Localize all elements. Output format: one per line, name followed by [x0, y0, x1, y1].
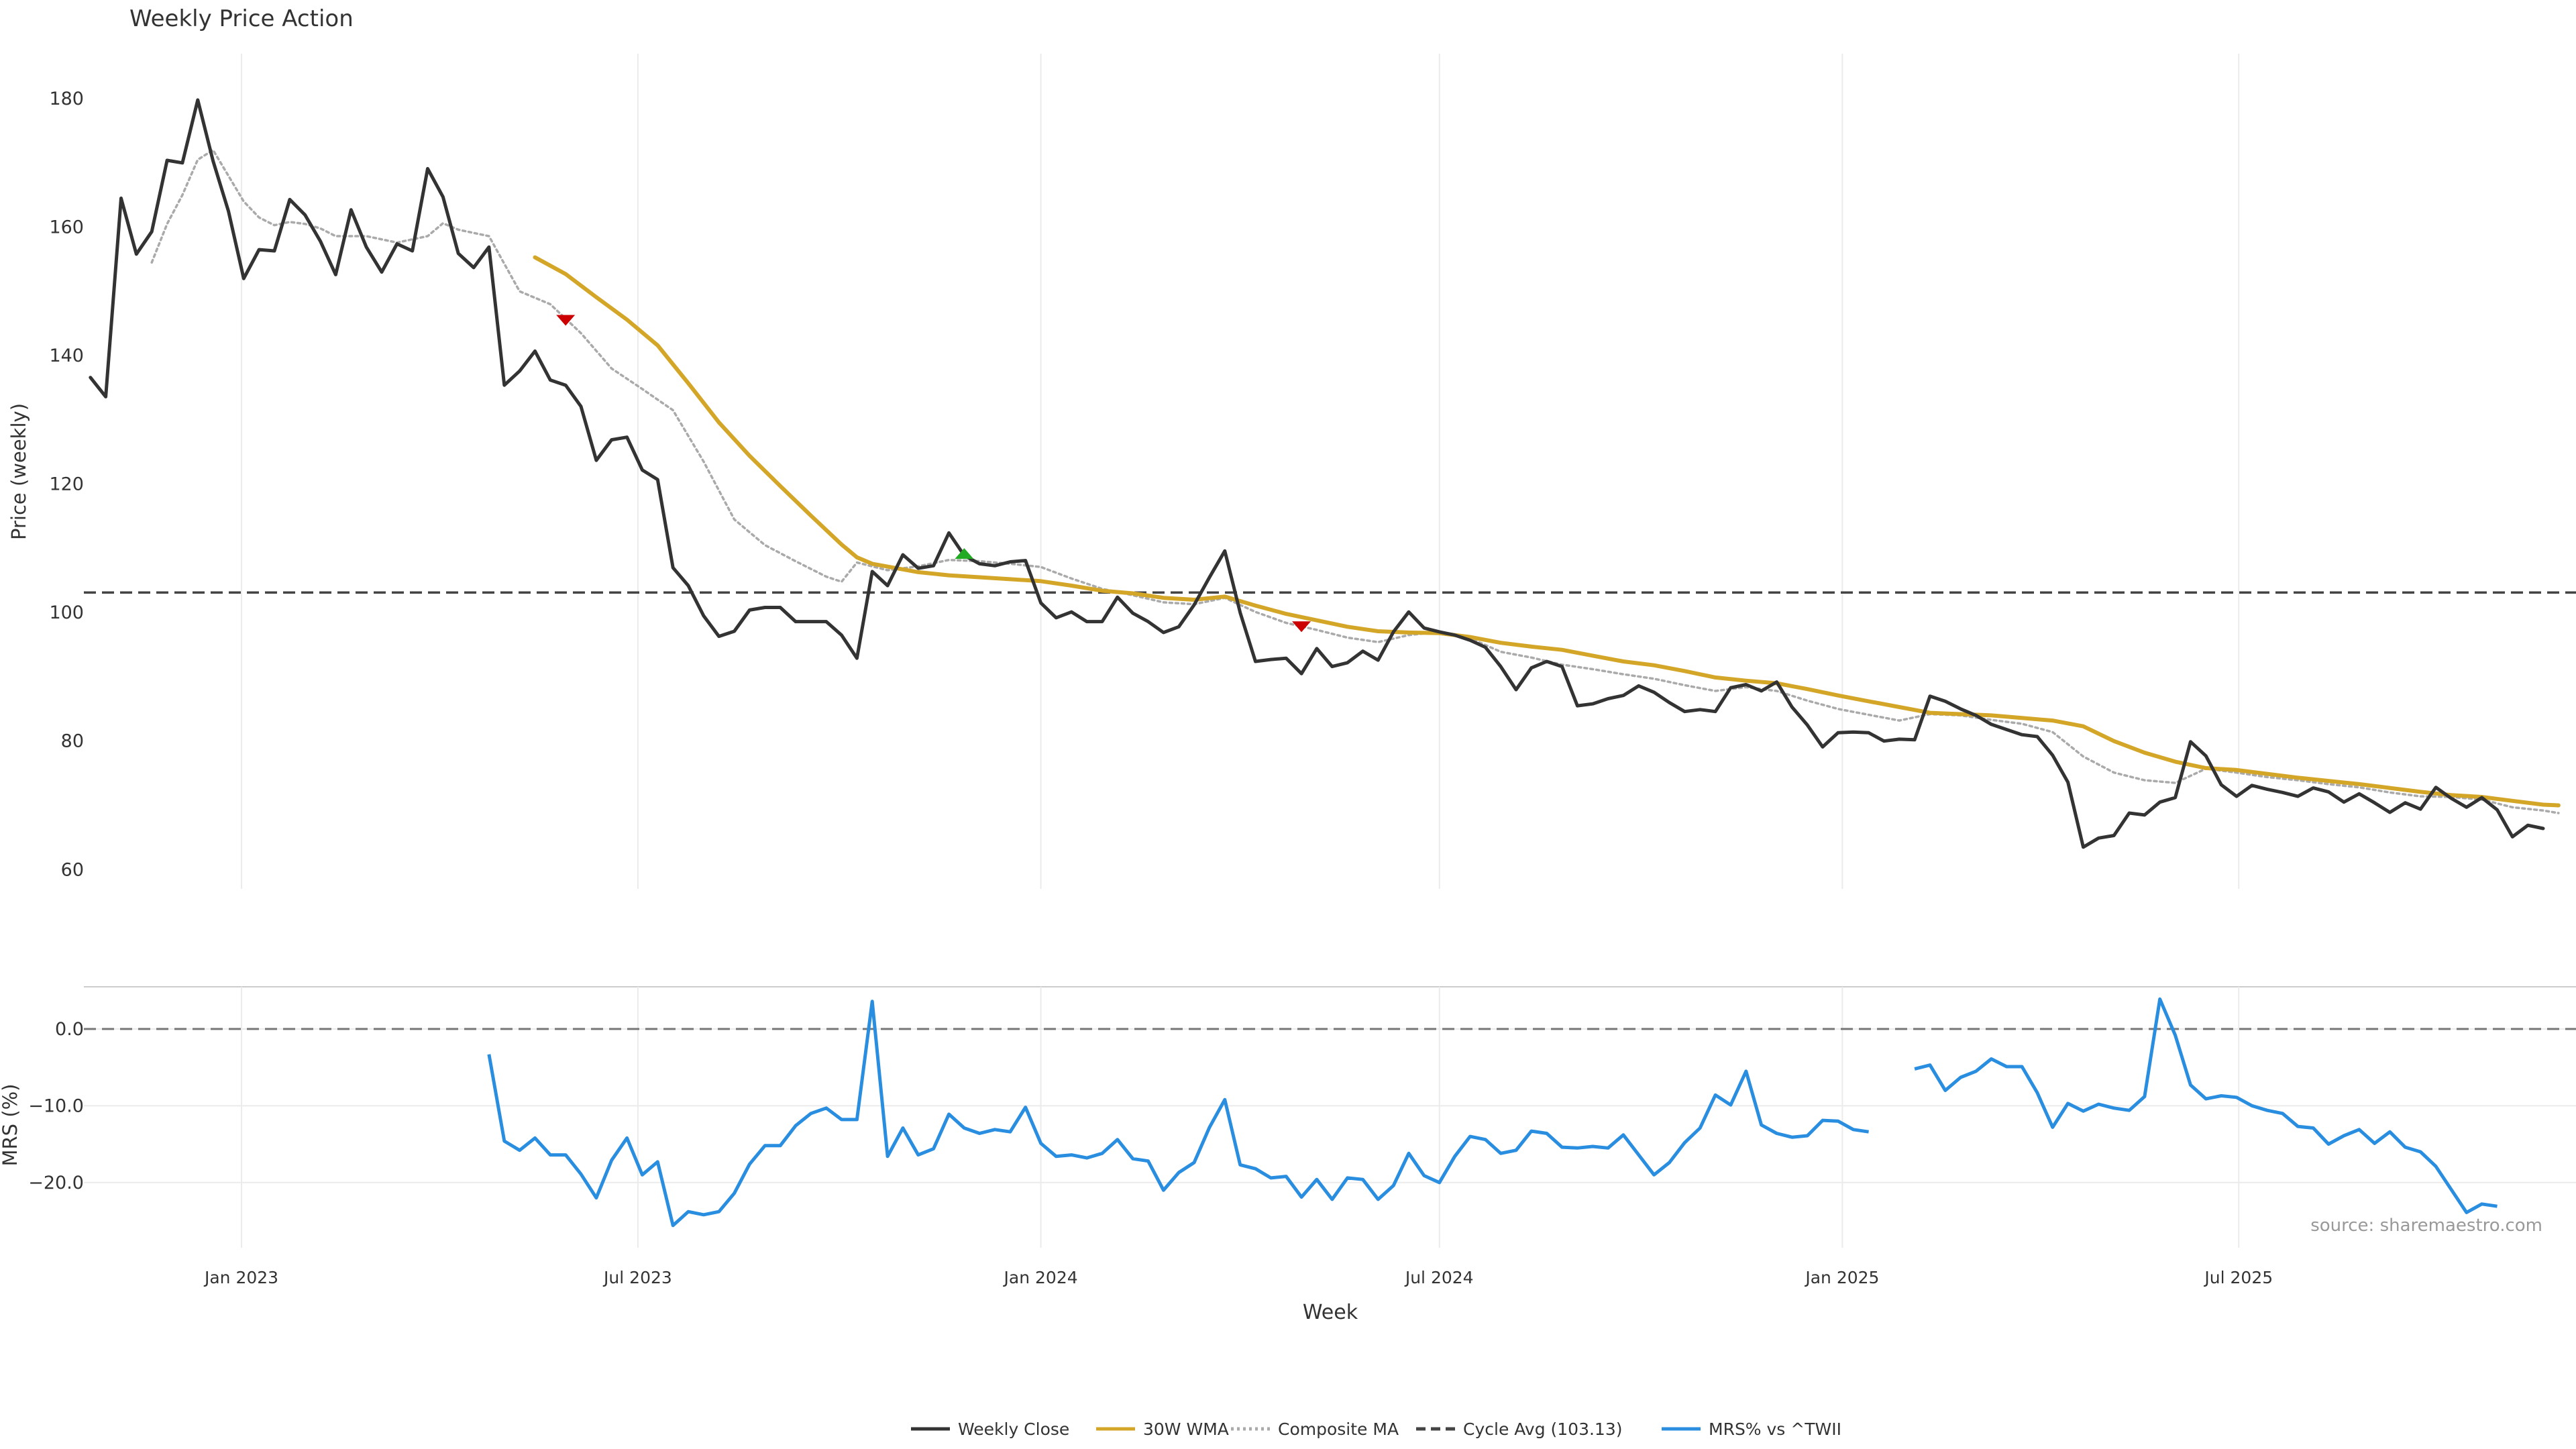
mrs-y-tick-label: 0.0 [55, 1019, 84, 1040]
x-tick-label: Jan 2024 [1003, 1268, 1078, 1287]
mrs-y-tick-label: −10.0 [28, 1095, 84, 1116]
mrs-grid [84, 987, 2576, 1248]
mrs-panel: MRS (%) 0.0 −10.0 −20.0 source: sharemaest… [0, 986, 2576, 1324]
price-y-tick-label: 120 [49, 474, 84, 495]
price-panel: Weekly Price Action Price (weekly) 60 80 1… [7, 5, 2576, 889]
x-tick-label: Jul 2024 [1404, 1268, 1474, 1287]
price-y-tick-label: 80 [61, 731, 84, 752]
x-tick-label: Jul 2025 [2203, 1268, 2273, 1287]
legend-label: MRS% vs ^TWII [1709, 1419, 1841, 1439]
mrs-line [1914, 997, 2498, 1214]
price-grid [241, 54, 2240, 889]
legend-label: Composite MA [1278, 1419, 1399, 1439]
x-tick-label: Jan 2023 [203, 1268, 278, 1287]
x-axis-label: Week [1303, 1301, 1358, 1324]
price-y-tick-label: 180 [49, 89, 84, 109]
x-tick-label: Jul 2023 [602, 1268, 672, 1287]
legend: Weekly Close 30W WMA Composite MA Cycle Avg… [911, 1419, 1841, 1439]
sell-signal-marker [1292, 621, 1311, 633]
price-y-tick-label: 60 [61, 859, 84, 880]
price-y-tick-label: 160 [49, 217, 84, 238]
price-y-tick-label: 140 [49, 345, 84, 366]
price-y-axis-label: Price (weekly) [7, 403, 30, 540]
x-tick-label: Jan 2025 [1804, 1268, 1879, 1287]
composite-ma-line [150, 148, 2560, 814]
weekly-close-line [89, 98, 2545, 849]
legend-label: Cycle Avg (103.13) [1463, 1419, 1623, 1439]
price-y-ticks: 60 80 100 120 140 160 180 [49, 89, 84, 880]
signal-markers [556, 315, 1311, 633]
mrs-line [487, 1000, 1869, 1228]
legend-label: 30W WMA [1143, 1419, 1229, 1439]
x-ticks: Jan 2023 Jul 2023 Jan 2024 Jul 2024 Jan 2025… [203, 1268, 2273, 1287]
mrs-y-ticks: 0.0 −10.0 −20.0 [28, 1019, 84, 1193]
source-annotation: source: sharemaestro.com [2310, 1216, 2542, 1236]
mrs-series-layer [487, 997, 2498, 1228]
buy-signal-marker [955, 548, 974, 559]
price-series-layer [89, 98, 2561, 849]
price-y-tick-label: 100 [49, 602, 84, 623]
30w-wma-line [533, 255, 2561, 808]
mrs-y-tick-label: −20.0 [28, 1173, 84, 1193]
chart-title: Weekly Price Action [129, 5, 354, 32]
mrs-y-axis-label: MRS (%) [0, 1084, 21, 1167]
sell-signal-marker [556, 315, 576, 326]
legend-label: Weekly Close [958, 1419, 1069, 1439]
